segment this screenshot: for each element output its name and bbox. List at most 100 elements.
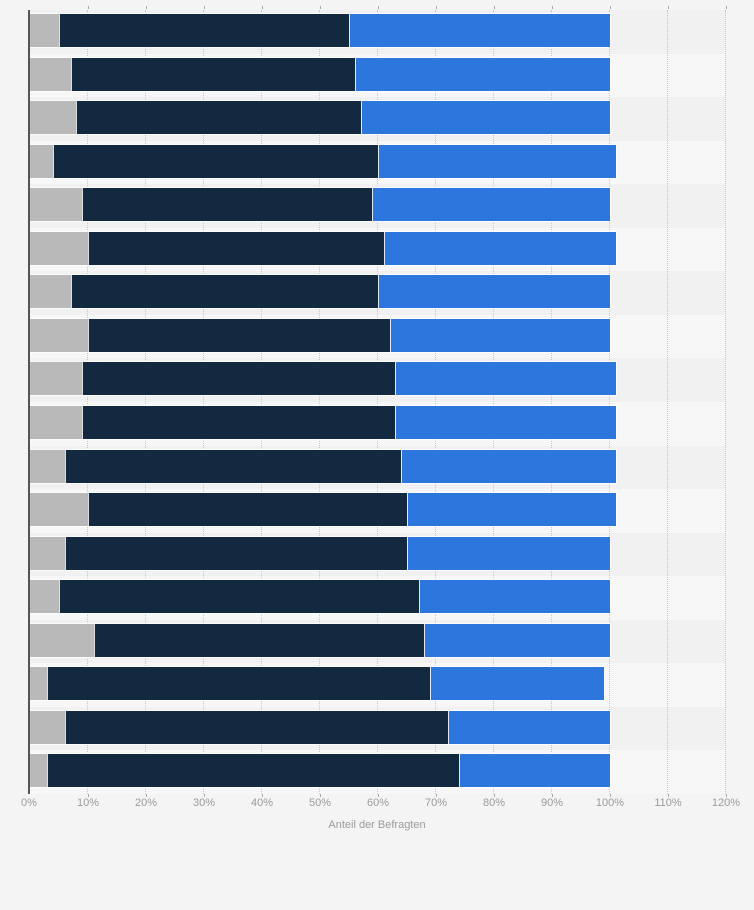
tick-mark — [726, 6, 727, 9]
x-tick-label: 0% — [21, 797, 37, 809]
segment-gray[interactable] — [30, 537, 65, 570]
x-tick-label: 50% — [308, 797, 332, 809]
tick-mark — [668, 794, 669, 797]
segment-gray[interactable] — [30, 188, 83, 221]
bar-row — [30, 580, 610, 613]
tick-mark — [204, 6, 205, 9]
segment-gray[interactable] — [30, 493, 88, 526]
segment-darkblue[interactable] — [76, 101, 361, 134]
bar-row — [30, 362, 616, 395]
bar-row — [30, 101, 610, 134]
bar-row — [30, 624, 610, 657]
tick-mark — [146, 794, 147, 797]
gridline — [319, 10, 320, 794]
segment-blue[interactable] — [383, 232, 616, 265]
x-tick-label: 80% — [482, 797, 506, 809]
segment-blue[interactable] — [377, 275, 610, 308]
segment-blue[interactable] — [360, 101, 610, 134]
segment-darkblue[interactable] — [82, 406, 396, 439]
segment-darkblue[interactable] — [59, 14, 349, 47]
segment-gray[interactable] — [30, 145, 54, 178]
x-tick-label: 40% — [250, 797, 274, 809]
segment-darkblue[interactable] — [93, 624, 425, 657]
segment-darkblue[interactable] — [82, 188, 373, 221]
segment-gray[interactable] — [30, 275, 71, 308]
segment-blue[interactable] — [418, 580, 610, 613]
x-tick-label: 60% — [366, 797, 390, 809]
segment-gray[interactable] — [30, 754, 48, 787]
tick-mark — [378, 794, 379, 797]
x-tick-label: 100% — [595, 797, 625, 809]
segment-blue[interactable] — [377, 145, 616, 178]
tick-mark — [146, 6, 147, 9]
segment-gray[interactable] — [30, 406, 83, 439]
gridline — [145, 10, 146, 794]
segment-blue[interactable] — [395, 362, 616, 395]
tick-mark — [552, 6, 553, 9]
gridline — [87, 10, 88, 794]
segment-blue[interactable] — [349, 14, 610, 47]
segment-gray[interactable] — [30, 319, 88, 352]
segment-gray[interactable] — [30, 450, 65, 483]
segment-blue[interactable] — [372, 188, 610, 221]
bar-row — [30, 493, 616, 526]
segment-darkblue[interactable] — [82, 362, 396, 395]
segment-darkblue[interactable] — [70, 58, 355, 91]
gridline — [551, 10, 552, 794]
bar-row — [30, 232, 616, 265]
bar-row — [30, 14, 610, 47]
segment-darkblue[interactable] — [64, 450, 402, 483]
segment-darkblue[interactable] — [88, 232, 384, 265]
segment-gray[interactable] — [30, 362, 83, 395]
segment-darkblue[interactable] — [64, 711, 448, 744]
segment-darkblue[interactable] — [59, 580, 419, 613]
segment-gray[interactable] — [30, 14, 59, 47]
bar-row — [30, 537, 610, 570]
segment-gray[interactable] — [30, 58, 71, 91]
segment-blue[interactable] — [424, 624, 610, 657]
bar-row — [30, 754, 610, 787]
gridline — [203, 10, 204, 794]
tick-mark — [494, 794, 495, 797]
gridline — [435, 10, 436, 794]
segment-blue[interactable] — [354, 58, 610, 91]
x-tick-label: 120% — [711, 797, 741, 809]
segment-darkblue[interactable] — [88, 493, 407, 526]
gridline — [667, 10, 668, 794]
segment-blue[interactable] — [406, 537, 610, 570]
segment-blue[interactable] — [430, 667, 605, 700]
tick-mark — [552, 794, 553, 797]
plot-area — [29, 10, 726, 794]
x-axis-title: Anteil der Befragten — [328, 819, 426, 831]
segment-gray[interactable] — [30, 711, 65, 744]
x-tick-label: 20% — [134, 797, 158, 809]
segment-blue[interactable] — [389, 319, 610, 352]
bar-row — [30, 275, 610, 308]
segment-darkblue[interactable] — [53, 145, 378, 178]
x-tick-label: 10% — [76, 797, 100, 809]
x-tick-label: 30% — [192, 797, 216, 809]
bar-row — [30, 188, 610, 221]
segment-darkblue[interactable] — [64, 537, 407, 570]
bar-row — [30, 667, 605, 700]
segment-blue[interactable] — [459, 754, 610, 787]
segment-blue[interactable] — [395, 406, 616, 439]
segment-gray[interactable] — [30, 101, 77, 134]
segment-gray[interactable] — [30, 624, 94, 657]
segment-blue[interactable] — [407, 493, 616, 526]
tick-mark — [204, 794, 205, 797]
segment-darkblue[interactable] — [88, 319, 390, 352]
segment-darkblue[interactable] — [47, 754, 460, 787]
gridline — [493, 10, 494, 794]
segment-gray[interactable] — [30, 232, 88, 265]
bar-row — [30, 406, 616, 439]
segment-blue[interactable] — [447, 711, 610, 744]
segment-gray[interactable] — [30, 667, 48, 700]
segment-darkblue[interactable] — [70, 275, 378, 308]
segment-gray[interactable] — [30, 580, 59, 613]
segment-darkblue[interactable] — [47, 667, 431, 700]
tick-mark — [610, 794, 611, 797]
segment-blue[interactable] — [401, 450, 616, 483]
tick-mark — [668, 6, 669, 9]
y-axis-line — [28, 10, 30, 794]
